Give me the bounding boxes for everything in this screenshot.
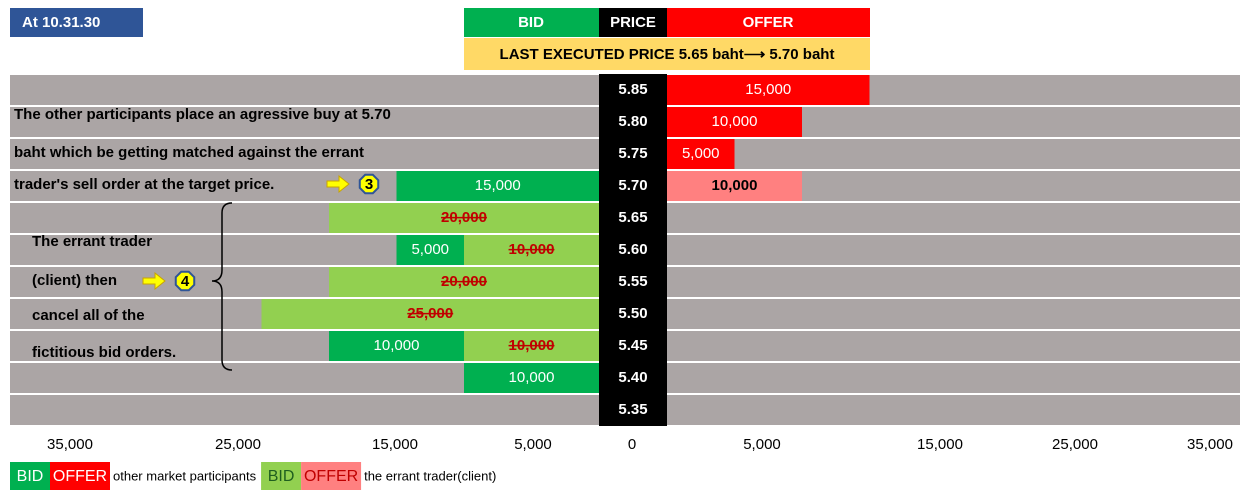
price-head — [599, 8, 667, 37]
bid-bar — [396, 235, 464, 265]
bid-label: 20,000 — [441, 273, 487, 290]
bid-bar — [464, 363, 599, 393]
bid-bar — [261, 299, 599, 329]
price: 5.50 — [618, 305, 647, 322]
last-price-box — [464, 38, 870, 70]
bid-head — [464, 8, 599, 37]
price: 5.40 — [618, 369, 647, 386]
offer-bar — [667, 139, 735, 169]
price-cell — [599, 266, 667, 298]
bid-label: 10,000 — [374, 337, 420, 354]
bid-bar — [464, 331, 599, 361]
bid-bar — [329, 267, 599, 297]
price-cell — [599, 394, 667, 426]
bid-label: 10,000 — [509, 369, 555, 386]
offer-bar — [667, 171, 802, 201]
bid-label: 25,000 — [407, 305, 453, 322]
legend-swatch — [301, 462, 362, 490]
note-4-line: (client) then — [32, 272, 117, 289]
axis-label: 5,000 — [514, 436, 552, 453]
offer-head — [667, 8, 870, 37]
legend-swatch — [10, 462, 50, 490]
legend-key: OFFER — [304, 468, 358, 485]
price-cell — [599, 362, 667, 394]
arrow — [142, 271, 166, 291]
bid-label: 5,000 — [411, 241, 449, 258]
offer-label: 15,000 — [745, 81, 791, 98]
price: 5.65 — [618, 209, 647, 226]
legend-text: other market participants — [113, 468, 257, 483]
offer-bar — [667, 75, 870, 105]
axis-label: 15,000 — [917, 436, 963, 453]
badge-number: 3 — [365, 176, 373, 193]
badge-number: 4 — [181, 273, 190, 290]
price-cell — [599, 138, 667, 170]
bid-bar — [464, 235, 599, 265]
axis-label: 25,000 — [1052, 436, 1098, 453]
axis-label: 25,000 — [215, 436, 261, 453]
bid-bar — [396, 171, 599, 201]
bid-label: 15,000 — [475, 177, 521, 194]
axis-label: 35,000 — [47, 436, 93, 453]
price: 5.35 — [618, 401, 647, 418]
time-box — [10, 8, 143, 37]
offer-label: OFFER — [743, 14, 794, 31]
note-4-line: cancel all of the — [32, 307, 145, 324]
price: 5.80 — [618, 113, 647, 130]
price: 5.70 — [618, 177, 647, 194]
bid-label: 10,000 — [509, 337, 555, 354]
legend-key: BID — [268, 468, 295, 485]
price-cell — [599, 234, 667, 266]
legend-swatch — [50, 462, 110, 490]
bid-label: BID — [518, 14, 544, 31]
price-cell — [599, 74, 667, 106]
bid-label: 10,000 — [509, 241, 555, 258]
price: 5.85 — [618, 81, 647, 98]
time: At 10.31.30 — [22, 14, 100, 31]
price: 5.60 — [618, 241, 647, 258]
bid-label: 20,000 — [441, 209, 487, 226]
price-cell — [599, 330, 667, 362]
axis-label: 15,000 — [372, 436, 418, 453]
offer-label: 10,000 — [712, 113, 758, 130]
bid-bar — [329, 203, 599, 233]
note-4-line: The errant trader — [32, 233, 152, 250]
brace — [211, 202, 233, 371]
legend-text: the errant trader(client) — [364, 468, 496, 483]
last-price: LAST EXECUTED PRICE 5.65 baht⟶ 5.70 baht — [500, 46, 835, 63]
price: 5.55 — [618, 273, 647, 290]
axis-label: 0 — [628, 436, 636, 453]
price-cell — [599, 170, 667, 202]
offer-label: 5,000 — [682, 145, 720, 162]
legend-swatch — [261, 462, 302, 490]
note-3-line: baht which be getting matched against th… — [14, 144, 364, 161]
axis-label: 35,000 — [1187, 436, 1233, 453]
offer-label: 10,000 — [712, 177, 758, 194]
price: 5.75 — [618, 145, 647, 162]
offer-bar — [667, 107, 802, 137]
price-cell — [599, 202, 667, 234]
badge — [358, 173, 380, 195]
badge — [174, 270, 196, 292]
note-3-line: The other participants place an agressiv… — [14, 106, 391, 123]
price-cell — [599, 298, 667, 330]
price: 5.45 — [618, 337, 647, 354]
note-4-line: fictitious bid orders. — [32, 344, 176, 361]
axis-label: 5,000 — [743, 436, 781, 453]
legend-key: OFFER — [53, 468, 107, 485]
bid-bar — [329, 331, 464, 361]
legend-key: BID — [17, 468, 44, 485]
price-cell — [599, 106, 667, 138]
arrow — [326, 174, 350, 194]
price-label: PRICE — [610, 14, 656, 31]
note-3-line: trader's sell order at the target price. — [14, 176, 274, 193]
